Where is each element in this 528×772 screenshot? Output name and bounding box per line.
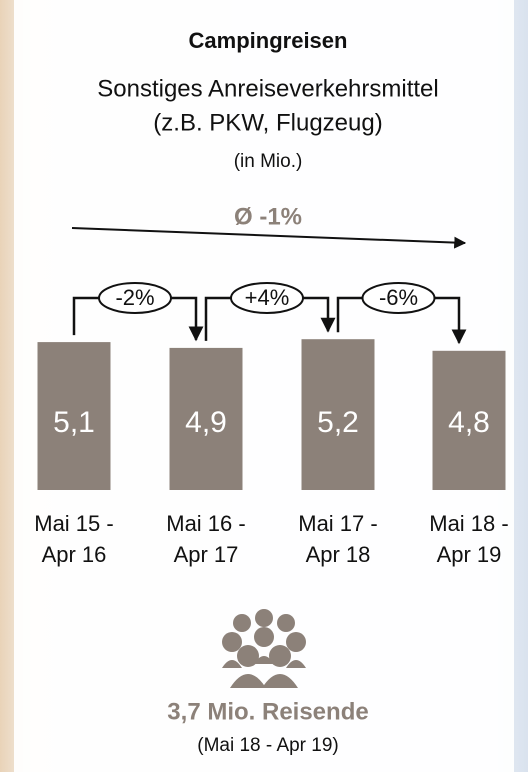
trend-arrow [71, 227, 467, 249]
change-bubble [361, 282, 436, 314]
value-label: 4,8 [448, 406, 490, 439]
x-tick-label: Mai 17 - Apr 18 [298, 511, 378, 567]
bar [37, 342, 111, 490]
value-label: 4,9 [185, 406, 227, 439]
bar [169, 347, 243, 490]
change-label: -6% [379, 285, 418, 310]
change-label: +4% [245, 285, 290, 310]
footer-subtitle: (Mai 18 - Apr 19) [197, 735, 339, 756]
unit-note: (in Mio.) [234, 151, 303, 172]
value-label: 5,1 [53, 406, 95, 439]
change-bubble [230, 282, 304, 314]
people-icon [222, 609, 306, 688]
x-tick-label: Mai 18 - Apr 19 [429, 511, 509, 567]
x-tick-label: Mai 15 - Apr 16 [34, 511, 114, 567]
subtitle: (z.B. PKW, Flugzeug) [153, 109, 382, 136]
average-change: Ø -1% [234, 203, 302, 230]
x-tick-label: Mai 16 - Apr 17 [166, 511, 246, 567]
bar [432, 350, 506, 490]
subtitle: Sonstiges Anreiseverkehrsmittel [97, 75, 438, 102]
bar [301, 339, 375, 490]
chart-title: Campingreisen [189, 28, 348, 53]
change-bubble [98, 282, 172, 314]
footer-title: 3,7 Mio. Reisende [167, 698, 368, 725]
change-label: -2% [115, 285, 154, 310]
value-label: 5,2 [317, 406, 359, 439]
